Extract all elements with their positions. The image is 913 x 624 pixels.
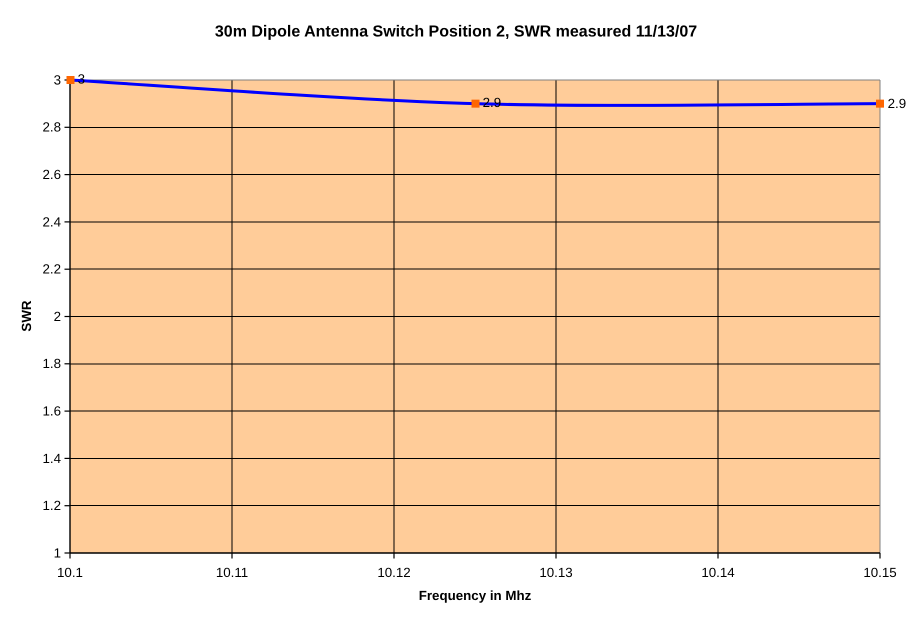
svg-text:10.15: 10.15 [863,565,896,580]
svg-text:10.14: 10.14 [701,565,735,580]
svg-text:1.6: 1.6 [42,404,61,419]
svg-text:2.4: 2.4 [42,214,61,229]
svg-text:SWR: SWR [19,300,34,331]
svg-text:1.2: 1.2 [42,498,61,513]
svg-text:10.1: 10.1 [57,565,83,580]
svg-text:2.6: 2.6 [42,167,61,182]
svg-text:2: 2 [54,309,61,324]
svg-text:2.9: 2.9 [483,95,502,110]
svg-text:10.12: 10.12 [377,565,410,580]
svg-text:10.11: 10.11 [216,565,248,580]
svg-text:1.8: 1.8 [42,356,61,371]
svg-text:2.2: 2.2 [42,262,61,277]
svg-text:2.8: 2.8 [42,120,61,135]
svg-text:1.4: 1.4 [42,451,61,466]
svg-text:3: 3 [54,72,61,87]
svg-text:2.9: 2.9 [888,96,907,111]
svg-text:30m Dipole Antenna Switch Posi: 30m Dipole Antenna Switch Position 2, SW… [215,24,697,41]
svg-text:10.13: 10.13 [539,565,572,580]
svg-text:1: 1 [54,545,61,560]
svg-text:Frequency in Mhz: Frequency in Mhz [419,588,532,603]
svg-text:3: 3 [78,71,85,86]
